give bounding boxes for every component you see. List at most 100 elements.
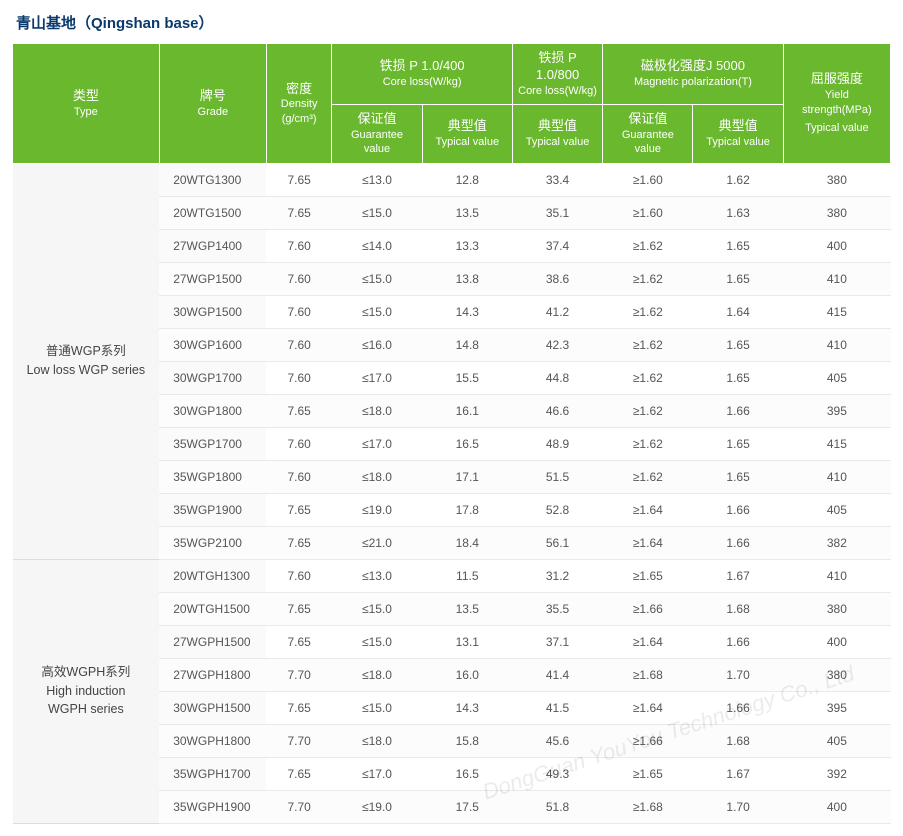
density-cell: 7.65 (266, 493, 331, 526)
magpol-typical-cell: 1.65 (693, 262, 783, 295)
coreloss400-typical-cell: 14.8 (422, 328, 512, 361)
hdr-g-en: Guarantee value (336, 128, 417, 157)
coreloss400-guarantee-cell: ≤15.0 (332, 262, 422, 295)
yield-cell: 395 (783, 691, 890, 724)
magpol-typical-cell: 1.66 (693, 691, 783, 724)
grade-cell: 35WGP1700 (159, 427, 266, 460)
hdr-t3-cn: 典型值 (697, 118, 778, 135)
hdr-grade-en: Grade (164, 105, 262, 119)
coreloss400-typical-cell: 14.3 (422, 295, 512, 328)
magpol-typical-cell: 1.65 (693, 361, 783, 394)
magpol-typical-cell: 1.63 (693, 196, 783, 229)
hdr-g2-en: Guarantee value (607, 128, 688, 157)
magpol-typical-cell: 1.66 (693, 493, 783, 526)
yield-cell: 405 (783, 493, 890, 526)
table-body: 普通WGP系列Low loss WGP series20WTG13007.65≤… (13, 163, 891, 823)
yield-cell: 400 (783, 229, 890, 262)
coreloss400-guarantee-cell: ≤18.0 (332, 394, 422, 427)
coreloss400-guarantee-cell: ≤18.0 (332, 460, 422, 493)
coreloss400-typical-cell: 17.1 (422, 460, 512, 493)
density-cell: 7.65 (266, 625, 331, 658)
grade-cell: 20WTGH1300 (159, 559, 266, 592)
hdr-yield-typical: Typical value (788, 121, 886, 135)
hdr-cl400-cn: 铁损 P 1.0/400 (336, 58, 508, 75)
density-cell: 7.60 (266, 460, 331, 493)
yield-cell: 415 (783, 427, 890, 460)
density-cell: 7.60 (266, 361, 331, 394)
magpol-guarantee-cell: ≥1.66 (603, 592, 693, 625)
type-cell: 普通WGP系列Low loss WGP series (13, 163, 160, 559)
hdr-type: 类型 Type (13, 44, 160, 164)
magpol-typical-cell: 1.68 (693, 592, 783, 625)
density-cell: 7.70 (266, 790, 331, 823)
density-cell: 7.60 (266, 559, 331, 592)
magpol-guarantee-cell: ≥1.64 (603, 625, 693, 658)
magpol-typical-cell: 1.65 (693, 460, 783, 493)
magpol-typical-cell: 1.65 (693, 328, 783, 361)
coreloss400-typical-cell: 13.8 (422, 262, 512, 295)
hdr-yield: 屈服强度 Yield strength(MPa) Typical value (783, 44, 890, 164)
magpol-guarantee-cell: ≥1.64 (603, 526, 693, 559)
page-title: 青山基地（Qingshan base） (16, 12, 891, 33)
density-cell: 7.65 (266, 163, 331, 196)
grade-cell: 30WGPH1500 (159, 691, 266, 724)
type-en: Low loss WGP series (17, 361, 156, 380)
coreloss400-guarantee-cell: ≤15.0 (332, 295, 422, 328)
density-cell: 7.70 (266, 724, 331, 757)
yield-cell: 400 (783, 625, 890, 658)
hdr-yield-cn: 屈服强度 (788, 71, 886, 88)
coreloss400-guarantee-cell: ≤15.0 (332, 196, 422, 229)
density-cell: 7.65 (266, 394, 331, 427)
yield-cell: 415 (783, 295, 890, 328)
hdr-cl800-en: Core loss(W/kg) (517, 84, 598, 98)
coreloss400-guarantee-cell: ≤15.0 (332, 691, 422, 724)
density-cell: 7.65 (266, 757, 331, 790)
coreloss400-typical-cell: 13.5 (422, 592, 512, 625)
coreloss400-typical-cell: 13.5 (422, 196, 512, 229)
density-cell: 7.60 (266, 295, 331, 328)
magpol-guarantee-cell: ≥1.62 (603, 361, 693, 394)
magpol-typical-cell: 1.65 (693, 229, 783, 262)
density-cell: 7.65 (266, 691, 331, 724)
coreloss800-typical-cell: 52.8 (512, 493, 602, 526)
coreloss400-guarantee-cell: ≤19.0 (332, 493, 422, 526)
magpol-guarantee-cell: ≥1.62 (603, 229, 693, 262)
grade-cell: 27WGP1400 (159, 229, 266, 262)
magpol-guarantee-cell: ≥1.65 (603, 757, 693, 790)
magpol-typical-cell: 1.65 (693, 427, 783, 460)
magpol-typical-cell: 1.67 (693, 559, 783, 592)
coreloss400-typical-cell: 16.0 (422, 658, 512, 691)
hdr-type-en: Type (17, 105, 155, 119)
coreloss400-guarantee-cell: ≤18.0 (332, 658, 422, 691)
grade-cell: 27WGPH1500 (159, 625, 266, 658)
magpol-guarantee-cell: ≥1.64 (603, 493, 693, 526)
coreloss400-guarantee-cell: ≤17.0 (332, 361, 422, 394)
coreloss400-typical-cell: 16.5 (422, 757, 512, 790)
type-cn: 高效WGPH系列 (17, 663, 156, 682)
density-cell: 7.60 (266, 427, 331, 460)
coreloss800-typical-cell: 49.3 (512, 757, 602, 790)
magpol-guarantee-cell: ≥1.62 (603, 394, 693, 427)
hdr-density-unit: (g/cm³) (271, 112, 327, 126)
coreloss400-typical-cell: 15.8 (422, 724, 512, 757)
coreloss800-typical-cell: 35.5 (512, 592, 602, 625)
coreloss400-typical-cell: 12.8 (422, 163, 512, 196)
hdr-t-en: Typical value (427, 135, 508, 149)
coreloss800-typical-cell: 31.2 (512, 559, 602, 592)
grade-cell: 35WGP1800 (159, 460, 266, 493)
coreloss800-typical-cell: 44.8 (512, 361, 602, 394)
density-cell: 7.65 (266, 526, 331, 559)
grade-cell: 30WGPH1800 (159, 724, 266, 757)
coreloss400-typical-cell: 16.1 (422, 394, 512, 427)
magpol-typical-cell: 1.66 (693, 394, 783, 427)
yield-cell: 382 (783, 526, 890, 559)
hdr-density: 密度 Density (g/cm³) (266, 44, 331, 164)
table-row: 高效WGPH系列High inductionWGPH series20WTGH1… (13, 559, 891, 592)
hdr-magpol: 磁极化强度J 5000 Magnetic polarization(T) (603, 44, 784, 105)
grade-cell: 35WGPH1900 (159, 790, 266, 823)
coreloss400-guarantee-cell: ≤13.0 (332, 559, 422, 592)
coreloss400-guarantee-cell: ≤14.0 (332, 229, 422, 262)
magpol-typical-cell: 1.66 (693, 526, 783, 559)
hdr-t3-en: Typical value (697, 135, 778, 149)
density-cell: 7.60 (266, 262, 331, 295)
